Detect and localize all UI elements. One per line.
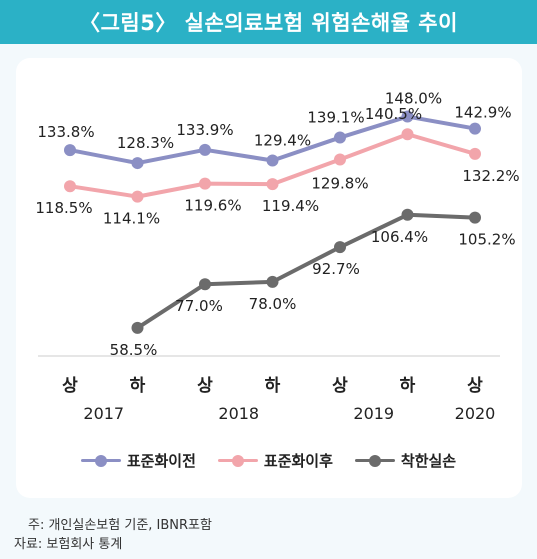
x-tick-label-2: 상 — [197, 376, 213, 396]
data-label-2-4: 92.7% — [312, 260, 360, 278]
legend-item-good: 착한실손 — [354, 450, 457, 471]
x-tick-label-1: 하 — [130, 376, 146, 396]
x-tick-label-0: 상 — [62, 376, 78, 396]
data-point-0-6 — [469, 122, 481, 135]
year-label-2: 2019 — [353, 404, 394, 423]
chart-title: 〈그림5〉 실손의료보험 위험손해율 추이 — [79, 11, 458, 35]
data-point-1-4 — [334, 153, 346, 166]
data-label-2-3: 78.0% — [249, 295, 297, 313]
data-label-1-6: 132.2% — [462, 167, 519, 185]
data-point-1-2 — [199, 177, 211, 190]
data-label-0-6: 142.9% — [454, 104, 511, 122]
data-label-0-0: 133.8% — [37, 123, 94, 141]
data-label-1-3: 119.4% — [262, 197, 319, 215]
data-point-2-5 — [401, 208, 414, 221]
data-point-0-2 — [199, 143, 211, 156]
data-point-1-6 — [469, 147, 481, 160]
data-point-2-6 — [469, 211, 481, 224]
legend: 표준화이전 표준화이후 착한실손 — [0, 450, 537, 471]
data-point-1-3 — [266, 178, 279, 191]
legend-swatch-after — [217, 454, 258, 467]
x-tick-label-5: 하 — [400, 376, 416, 396]
data-label-1-4: 129.8% — [311, 175, 368, 193]
data-label-0-4: 139.1% — [307, 109, 364, 127]
data-point-0-5 — [401, 110, 414, 123]
data-label-1-1: 114.1% — [103, 210, 160, 228]
data-label-2-1: 58.5% — [110, 341, 158, 359]
series-line-2 — [135, 212, 477, 330]
data-point-1-0 — [64, 180, 76, 193]
x-tick-label-3: 하 — [265, 376, 281, 396]
data-point-2-1 — [131, 321, 144, 334]
year-label-0: 2017 — [83, 404, 124, 423]
legend-swatch-good — [354, 454, 395, 467]
data-point-0-3 — [266, 154, 279, 167]
title-bar: 〈그림5〉 실손의료보험 위험손해율 추이 — [0, 0, 537, 44]
data-point-0-0 — [64, 144, 76, 157]
year-label-3: 2020 — [455, 404, 496, 423]
data-label-1-2: 119.6% — [184, 197, 241, 215]
legend-swatch-before — [80, 454, 121, 467]
x-tick-label-4: 상 — [332, 376, 348, 396]
source-line: 자료: 보험회사 통계 — [14, 537, 123, 552]
data-label-2-2: 77.0% — [175, 297, 223, 315]
year-label-1: 2018 — [218, 404, 259, 423]
data-point-2-2 — [199, 278, 211, 291]
legend-item-before: 표준화이전 — [80, 450, 196, 471]
data-label-0-1: 128.3% — [117, 134, 174, 152]
legend-label-after: 표준화이후 — [263, 452, 333, 470]
note-line: 주: 개인실손보험 기준, IBNR포함 — [28, 518, 212, 533]
data-point-2-3 — [266, 275, 279, 288]
legend-item-after: 표준화이후 — [217, 450, 333, 471]
data-point-0-4 — [334, 131, 346, 144]
data-label-2-5: 106.4% — [371, 228, 428, 246]
data-label-1-5: 140.5% — [365, 105, 422, 123]
data-point-1-1 — [131, 190, 144, 203]
data-label-2-6: 105.2% — [458, 231, 515, 249]
data-label-0-3: 129.4% — [254, 131, 311, 149]
line-chart: 133.8% 128.3%133.9% 129.4% 139.1% 148.0% 142.… — [35, 90, 519, 423]
data-point-2-4 — [334, 241, 346, 254]
data-point-1-5 — [401, 128, 414, 141]
data-point-0-1 — [131, 157, 144, 170]
data-label-0-5: 148.0% — [385, 90, 442, 108]
legend-label-good: 착한실손 — [400, 452, 457, 470]
notes: 주: 개인실손보험 기준, IBNR포함 자료: 보험회사 통계 — [14, 516, 212, 554]
x-tick-label-6: 상 — [467, 376, 483, 396]
data-label-1-0: 118.5% — [35, 199, 92, 217]
legend-label-before: 표준화이전 — [126, 452, 196, 470]
data-label-0-2: 133.9% — [176, 121, 233, 139]
